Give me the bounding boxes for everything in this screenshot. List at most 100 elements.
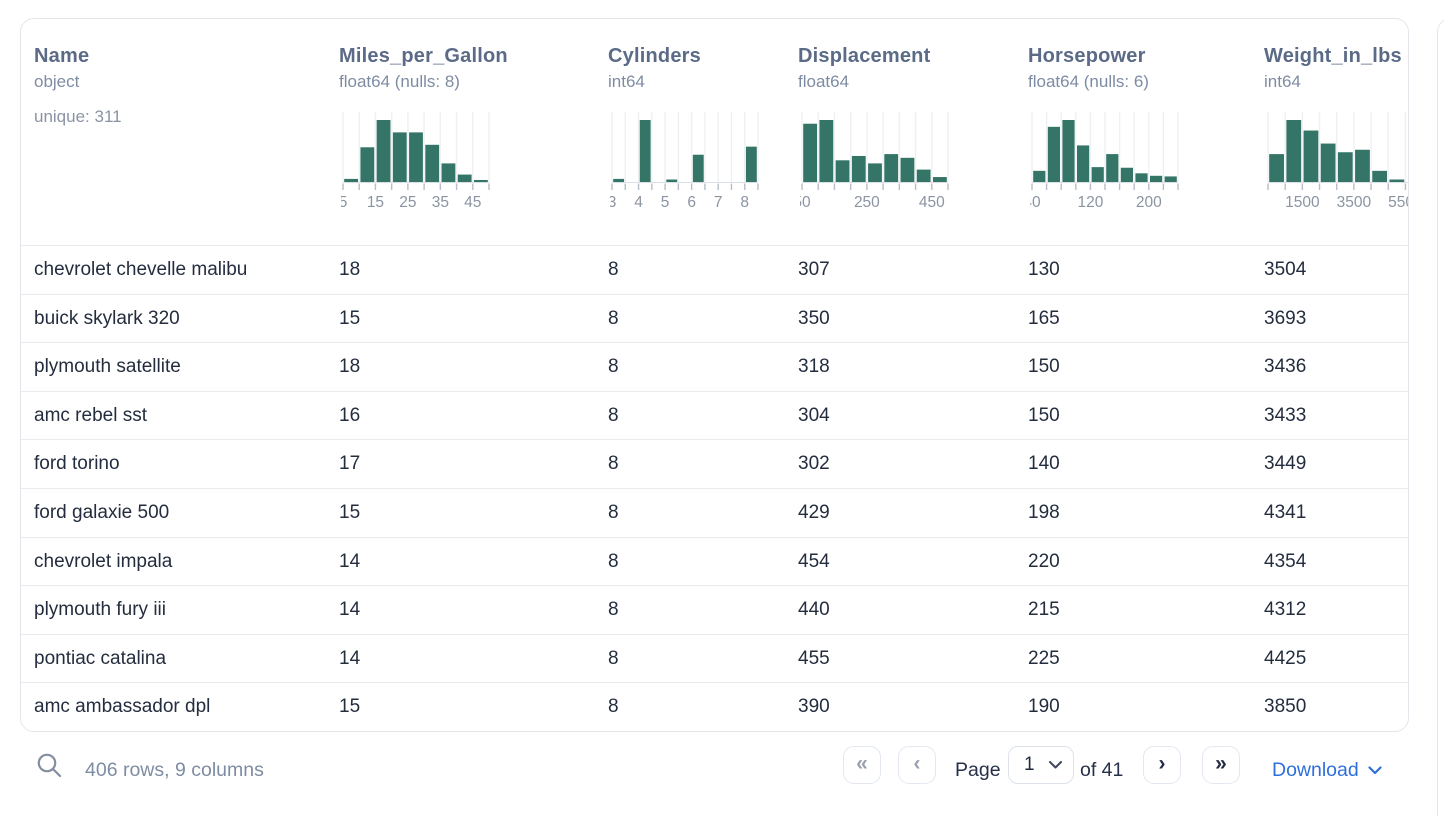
table-cell: chevrolet chevelle malibu (34, 259, 248, 280)
column-histogram[interactable]: 50 250 450 (800, 108, 950, 212)
hist-tick-label: 25 (399, 194, 416, 211)
hist-tick (637, 183, 640, 190)
hist-tick-label: 7 (714, 194, 723, 211)
column-histogram[interactable]: 1500 3500 5500 (1266, 108, 1409, 212)
table-row: amc ambassador dpl 15 8 390 190 3850 (21, 682, 1408, 731)
table-cell: ford torino (34, 453, 120, 475)
data-table-card: Name object unique: 311 Miles_per_Gallon flo… (20, 18, 1409, 732)
table-row: plymouth fury iii 14 8 440 215 4312 (21, 585, 1408, 634)
column-name: Name (34, 45, 90, 67)
table-cell: 8 (608, 501, 619, 523)
table-row: pontiac catalina 14 8 455 225 4425 (21, 633, 1408, 683)
hist-tick (1301, 183, 1304, 190)
hist-tick (1404, 183, 1407, 190)
column-header-horsepower[interactable]: Horsepower float64 (nulls: 6) 40 120 200 (1028, 45, 1258, 212)
hist-bar (1320, 143, 1336, 182)
table-cell: 8 (608, 356, 619, 378)
table-cell: 318 (798, 356, 830, 378)
column-header-name[interactable]: Name object unique: 311 (34, 45, 329, 127)
table-cell: 440 (798, 599, 830, 621)
hist-tick (390, 183, 393, 190)
table-cell: pontiac catalina (34, 647, 167, 669)
hist-bar (473, 180, 488, 182)
table-cell: 8 (608, 696, 619, 718)
hist-tick (866, 183, 868, 190)
table-cell: 150 (1028, 404, 1060, 426)
column-header-displacement[interactable]: Displacement float64 50 250 450 (798, 45, 1023, 212)
first-page-button[interactable]: « (843, 746, 881, 784)
table-cell: 14 (339, 647, 361, 669)
table-row: chevrolet impala 14 8 454 220 4354 (21, 536, 1408, 586)
hist-bar (1269, 154, 1284, 182)
prev-page-button[interactable]: ‹ (898, 746, 936, 784)
hist-tick (488, 183, 490, 190)
table-cell: 3693 (1264, 307, 1307, 329)
column-histogram[interactable]: 345678 (610, 108, 760, 212)
hist-tick (1133, 183, 1135, 190)
chevron-down-icon (1049, 761, 1062, 769)
column-histogram[interactable]: 5 15 25 35 45 (341, 108, 491, 212)
table-cell: 17 (339, 453, 361, 475)
table-cell: 3850 (1264, 696, 1307, 718)
download-button[interactable]: Download (1272, 732, 1382, 808)
column-header-cylinders[interactable]: Cylindersint64345678 (608, 45, 793, 212)
column-histogram[interactable]: 40 120 200 (1030, 108, 1180, 212)
next-page-button[interactable]: › (1143, 746, 1181, 784)
next-page-icon: › (1158, 751, 1166, 775)
hist-bar (1303, 130, 1319, 182)
hist-tick (342, 183, 344, 190)
table-row: ford galaxie 500 15 8 429 198 4341 (21, 487, 1408, 537)
hist-bar (1047, 126, 1060, 182)
hist-tick (472, 183, 474, 190)
table-cell: 4312 (1264, 599, 1307, 621)
hist-tick (1162, 183, 1165, 190)
table-cell: 15 (339, 501, 361, 523)
table-cell: 350 (798, 307, 830, 329)
table-row: ford torino 17 8 302 140 3449 (21, 439, 1408, 488)
prev-page-icon: ‹ (913, 751, 921, 775)
hist-tick-label: 50 (800, 194, 811, 211)
hist-tick (1387, 183, 1389, 190)
hist-bar (916, 169, 931, 182)
table-cell: 454 (798, 550, 830, 572)
last-page-button[interactable]: » (1202, 746, 1240, 784)
table-cell: 198 (1028, 501, 1060, 523)
chevron-down-icon (1368, 765, 1382, 774)
table-cell: 307 (798, 259, 830, 280)
table-cell: 8 (608, 307, 619, 329)
hist-bar (745, 146, 757, 182)
hist-tick-label: 40 (1030, 194, 1041, 211)
hist-tick (947, 183, 949, 190)
hist-tick (1267, 183, 1269, 190)
column-header-weight_in_lbs[interactable]: Weight_in_lbs int64 1500 3500 5500 (1264, 45, 1409, 212)
column-header-miles_per_gallon[interactable]: Miles_per_Gallon float64 (nulls: 8) 5 15 25 3… (339, 45, 599, 212)
column-type: float64 (nulls: 6) (1028, 72, 1149, 91)
hist-bar (1135, 173, 1148, 182)
hist-tick-label: 200 (1136, 194, 1162, 211)
table-cell: 15 (339, 307, 361, 329)
table-cell: 302 (798, 453, 830, 475)
table-cell: 455 (798, 647, 830, 669)
hist-tick (833, 183, 836, 190)
hist-bar (441, 163, 456, 182)
hist-tick (1370, 183, 1372, 190)
hist-tick-label: 5500 (1388, 194, 1409, 211)
search-icon[interactable] (36, 752, 64, 780)
hist-tick (1104, 183, 1106, 190)
hist-tick (882, 183, 884, 190)
hist-bar (457, 174, 472, 182)
last-page-icon: » (1215, 751, 1227, 775)
table-cell: plymouth fury iii (34, 599, 166, 621)
hist-tick-label: 1500 (1285, 194, 1320, 211)
table-cell: plymouth satellite (34, 356, 181, 378)
hist-tick-label: 4 (634, 194, 643, 211)
page-select[interactable]: 1 (1008, 746, 1074, 784)
table-cell: 3504 (1264, 259, 1307, 280)
page-of-label: of 41 (1080, 759, 1124, 781)
hist-bar (1033, 170, 1046, 182)
hist-tick-label: 45 (464, 194, 481, 211)
hist-tick (757, 183, 759, 190)
hist-tick (1318, 183, 1321, 190)
row-count-summary: 406 rows, 9 columns (85, 759, 264, 781)
